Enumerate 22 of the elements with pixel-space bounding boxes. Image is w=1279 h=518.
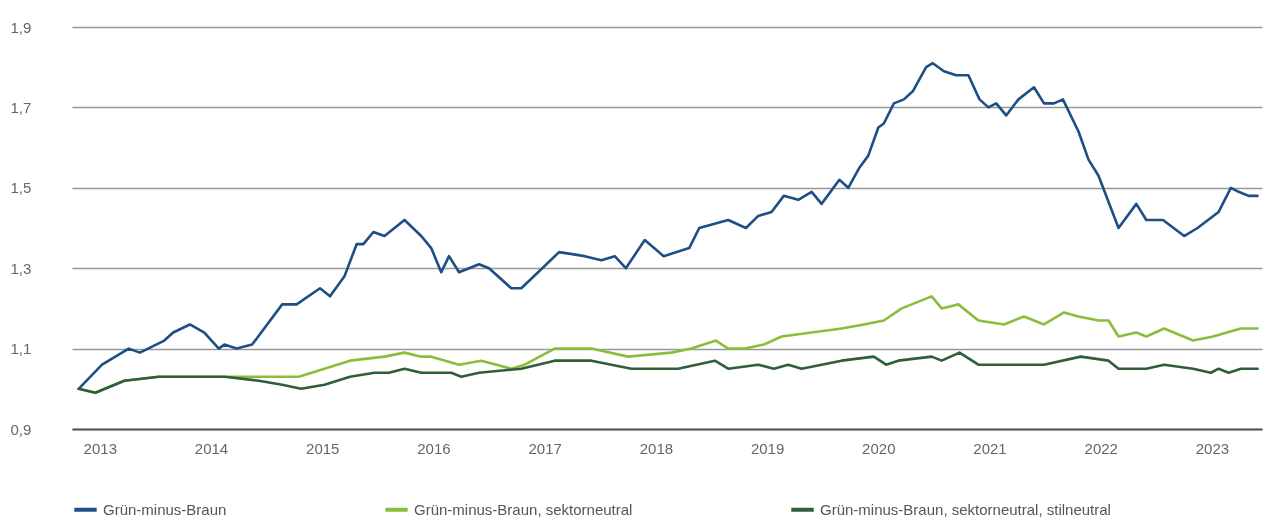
x-tick-label: 2023 xyxy=(1195,439,1230,457)
legend-label: Grün-minus-Braun, sektorneutral, stilneutral xyxy=(820,500,1111,518)
x-tick-label: 2021 xyxy=(973,439,1007,457)
y-tick-label: 1,5 xyxy=(10,179,32,197)
y-tick-label: 1,3 xyxy=(10,259,32,277)
line-series xyxy=(77,351,1259,395)
x-tick-label: 2019 xyxy=(750,439,785,457)
legend-label: Grün-minus-Braun xyxy=(103,500,227,518)
y-tick-label: 1,9 xyxy=(10,18,32,36)
x-tick-label: 2013 xyxy=(83,439,117,457)
y-tick-label: 1,7 xyxy=(10,98,32,116)
y-tick-label: 1,1 xyxy=(10,340,32,358)
x-tick-label: 2014 xyxy=(194,439,229,457)
legend-label: Grün-minus-Braun, sektorneutral xyxy=(414,500,633,518)
x-tick-label: 2018 xyxy=(639,439,674,457)
x-tick-label: 2020 xyxy=(862,439,896,457)
line-series xyxy=(77,61,1259,391)
x-tick-label: 2015 xyxy=(306,439,340,457)
x-tick-label: 2016 xyxy=(417,439,451,457)
x-tick-label: 2017 xyxy=(528,439,562,457)
x-tick-label: 2022 xyxy=(1084,439,1118,457)
y-tick-label: 0,9 xyxy=(10,420,32,438)
